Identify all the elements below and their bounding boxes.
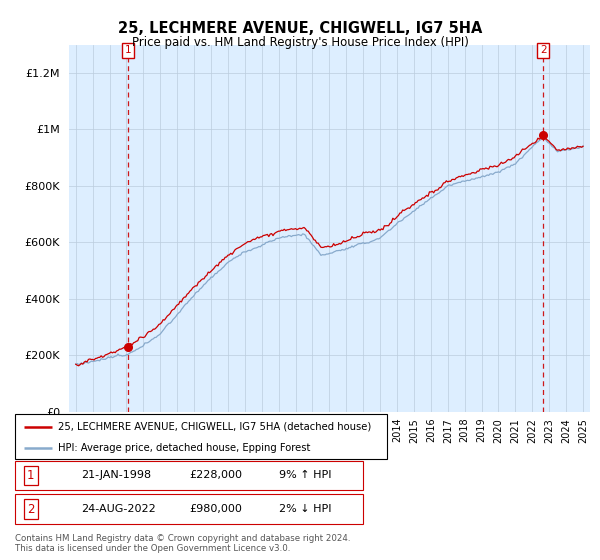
Text: 2% ↓ HPI: 2% ↓ HPI (280, 504, 332, 514)
Text: 2: 2 (540, 45, 547, 55)
Text: HPI: Average price, detached house, Epping Forest: HPI: Average price, detached house, Eppi… (58, 443, 310, 453)
Text: 21-JAN-1998: 21-JAN-1998 (81, 470, 151, 480)
Text: 25, LECHMERE AVENUE, CHIGWELL, IG7 5HA (detached house): 25, LECHMERE AVENUE, CHIGWELL, IG7 5HA (… (58, 422, 371, 432)
Text: 2: 2 (27, 502, 34, 516)
Text: £228,000: £228,000 (189, 470, 242, 480)
Text: 25, LECHMERE AVENUE, CHIGWELL, IG7 5HA: 25, LECHMERE AVENUE, CHIGWELL, IG7 5HA (118, 21, 482, 36)
FancyBboxPatch shape (15, 494, 363, 524)
FancyBboxPatch shape (15, 414, 387, 459)
Text: 24-AUG-2022: 24-AUG-2022 (81, 504, 156, 514)
Text: 9% ↑ HPI: 9% ↑ HPI (280, 470, 332, 480)
Text: Price paid vs. HM Land Registry's House Price Index (HPI): Price paid vs. HM Land Registry's House … (131, 36, 469, 49)
Text: Contains HM Land Registry data © Crown copyright and database right 2024.
This d: Contains HM Land Registry data © Crown c… (15, 534, 350, 553)
FancyBboxPatch shape (15, 461, 363, 490)
Text: £980,000: £980,000 (189, 504, 242, 514)
Text: 1: 1 (124, 45, 131, 55)
Text: 1: 1 (27, 469, 34, 482)
